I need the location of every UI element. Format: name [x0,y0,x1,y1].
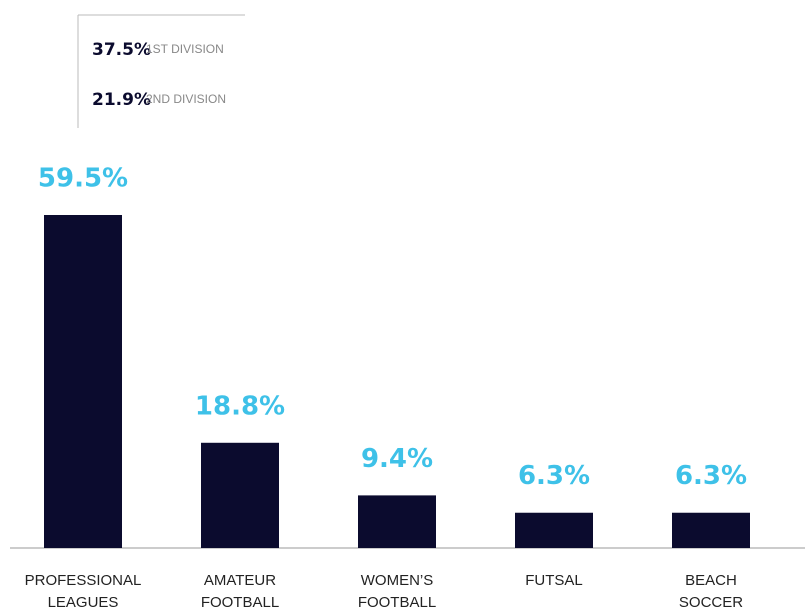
bar [672,512,750,548]
x-tick-label: AMATEUR FOOTBALL [201,572,279,611]
x-tick-label: WOMEN’S FOOTBALL [358,572,436,611]
bar [358,495,436,548]
value-label: 18.8% [195,391,285,421]
bar [515,512,593,548]
x-tick-label: PROFESSIONAL LEAGUES [25,572,142,611]
bar [44,215,122,548]
value-label: 59.5% [38,164,128,194]
inset-value: 37.5% [92,40,151,60]
value-label: 6.3% [675,461,747,491]
inset-label: 1ST DIVISION [146,42,224,56]
x-tick-label: FUTSAL [525,572,583,589]
value-label: 6.3% [518,461,590,491]
x-tick-label: BEACH SOCCER [679,572,743,611]
value-label: 9.4% [361,444,433,474]
inset-label: 2ND DIVISION [146,92,226,106]
inset-value: 21.9% [92,90,151,110]
bar [201,442,279,548]
